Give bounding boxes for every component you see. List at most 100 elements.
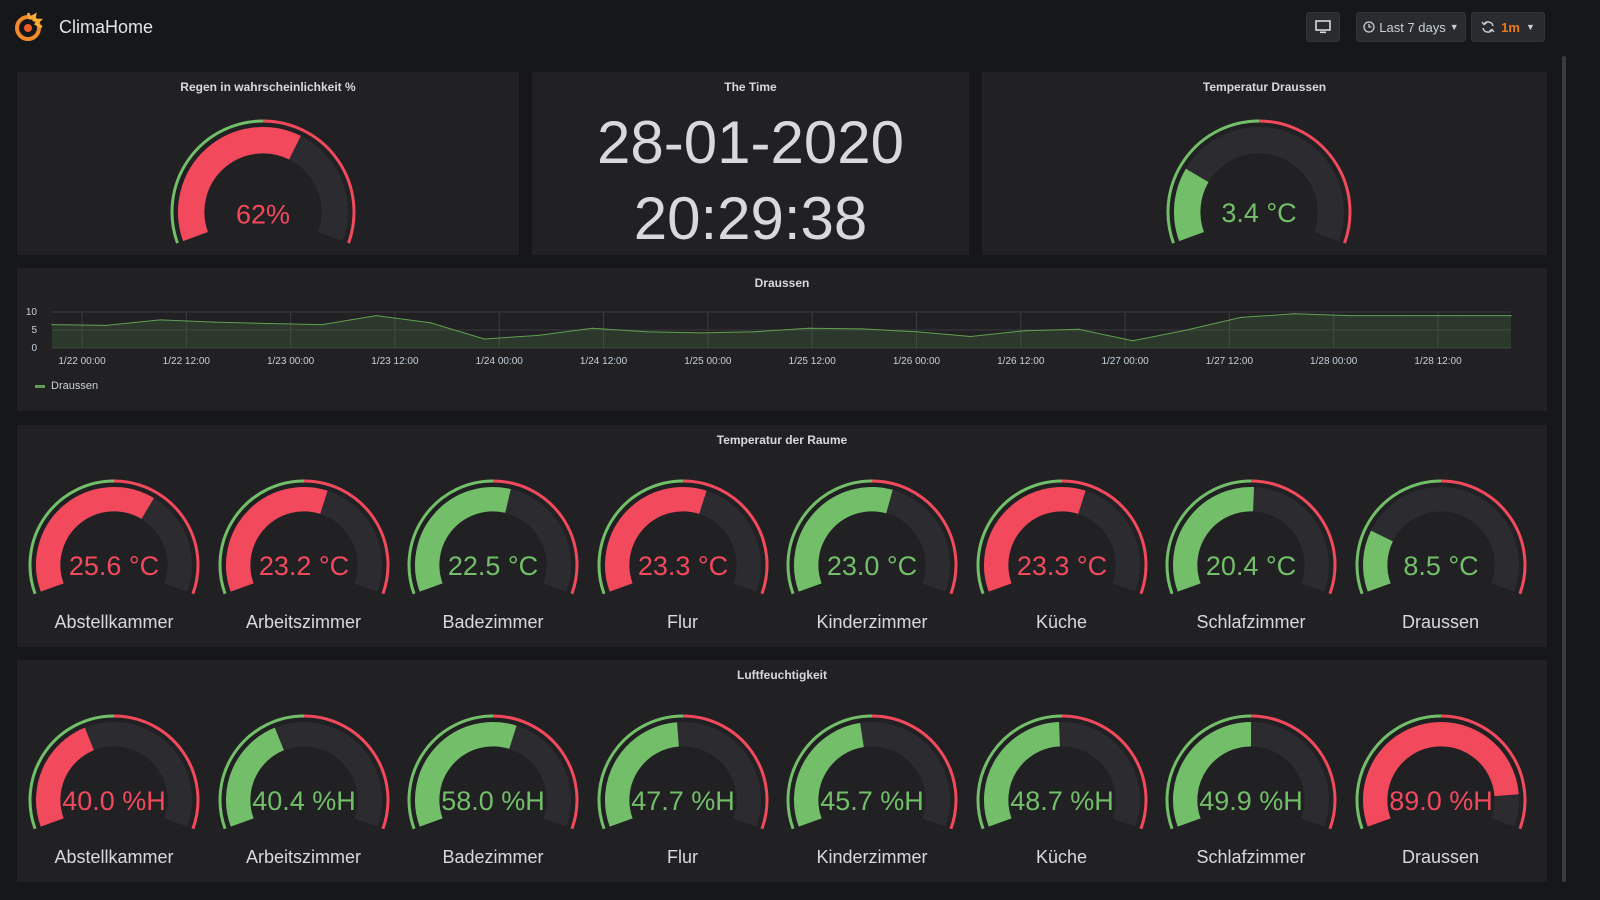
gauge-threshold-red: [1440, 714, 1526, 830]
gauge: 40.0 %H: [28, 714, 200, 830]
gauge-fill: [415, 722, 517, 827]
refresh-icon[interactable]: [1481, 20, 1495, 34]
gauge-threshold-green: [597, 714, 683, 830]
clock-icon: [1363, 21, 1375, 33]
refresh-picker[interactable]: 1m ▼: [1471, 12, 1545, 42]
panel-title: Regen in wahrscheinlichkeit %: [180, 80, 356, 94]
x-tick-label: 1/22 00:00: [58, 356, 106, 367]
room-gauge: 20.4 °C: [1165, 479, 1337, 595]
gauge-threshold-green: [407, 714, 494, 830]
gauge-label: Kinderzimmer: [816, 612, 928, 632]
gauge-threshold-red: [303, 714, 389, 830]
gauge-threshold-red: [871, 714, 958, 830]
gauge-fill: [1362, 530, 1393, 592]
data-point: [1456, 315, 1458, 317]
time-panel: The Time 28-01-2020 20:29:38: [532, 72, 969, 255]
room-gauge: 49.9 %H: [1165, 714, 1337, 830]
gauge-value: 23.2 °C: [258, 551, 348, 581]
gauge-value: 47.7 %H: [631, 786, 735, 816]
data-point: [537, 334, 539, 336]
gauge-fill: [794, 487, 893, 592]
gauge-label: Küche: [1035, 612, 1088, 632]
gauge-threshold-green: [170, 119, 264, 244]
gauge: 22.5 °C: [407, 479, 579, 595]
panel-title: Temperatur der Raume: [716, 433, 848, 447]
caret-down-icon: ▼: [1449, 22, 1459, 32]
gauge-fill: [604, 722, 679, 827]
gauge-label: Arbeitszimmer: [245, 847, 361, 867]
gauge-label: Flur: [667, 612, 698, 632]
gauge-cell-3: 47.7 %H Flur: [593, 710, 773, 875]
gauge-threshold-red: [262, 119, 356, 244]
gauge-label: Draussen: [1401, 612, 1480, 632]
gauge: 47.7 %H: [597, 714, 768, 830]
gauge-label: Küche: [1035, 847, 1088, 867]
room-gauge: 23.0 °C: [786, 479, 958, 595]
data-point: [915, 331, 918, 333]
caret-down-icon: ▼: [1525, 22, 1535, 32]
current-date: 28-01-2020: [597, 109, 904, 176]
data-point: [1132, 340, 1134, 342]
data-point: [375, 315, 377, 317]
gauge-threshold-green: [786, 714, 873, 830]
gauge-label: Arbeitszimmer: [245, 612, 361, 632]
gauge-fill: [225, 487, 328, 592]
time-range-picker[interactable]: Last 7 days ▼: [1356, 12, 1466, 42]
grafana-logo-icon[interactable]: [12, 11, 44, 43]
gauge: 23.2 °C: [218, 479, 389, 595]
gauge-cell-7: 89.0 %H Draussen: [1351, 710, 1531, 875]
gauge-cell-1: 40.4 %H Arbeitszimmer: [214, 710, 394, 875]
gauge: 62%: [170, 119, 356, 244]
page-scrollbar[interactable]: [1562, 56, 1566, 882]
gauge: 89.0 %H: [1355, 714, 1526, 830]
y-tick-label: 10: [26, 307, 38, 318]
gauge-cell-4: 45.7 %H Kinderzimmer: [782, 710, 962, 875]
gauge-cell-0: 40.0 %H Abstellkammer: [24, 710, 204, 875]
gauge-threshold-red: [303, 479, 389, 595]
gauge-threshold-red: [113, 714, 200, 830]
tv-mode-button[interactable]: [1306, 12, 1340, 42]
gauge-threshold-green: [28, 714, 115, 830]
room-temperature-panel: Temperatur der Raume 25.6 °C Abstellkamme…: [17, 425, 1547, 647]
gauge-cell-6: 49.9 %H Schlafzimmer: [1161, 710, 1341, 875]
gauge-threshold-red: [492, 479, 579, 595]
chart-legend[interactable]: Draussen: [35, 380, 98, 392]
gauge-label: Abstellkammer: [54, 847, 174, 867]
gauge: 23.3 °C: [597, 479, 768, 595]
gauge-fill: [983, 487, 1086, 592]
refresh-interval-label: 1m: [1501, 19, 1520, 35]
gauge-threshold-green: [1355, 479, 1441, 595]
data-point: [1078, 328, 1080, 330]
room-gauge: 48.7 %H: [976, 714, 1147, 830]
monitor-icon: [1315, 20, 1331, 34]
gauge-label: Draussen: [1401, 847, 1480, 867]
gauge-threshold-red: [492, 714, 579, 830]
legend-swatch: [35, 384, 45, 388]
gauge-value: 40.0 %H: [62, 786, 166, 816]
room-gauge: 47.7 %H: [597, 714, 768, 830]
current-time: 20:29:38: [633, 185, 868, 252]
outside-temperature-gauge: 3.4 °C: [1166, 119, 1352, 244]
gauge-label: Schlafzimmer: [1196, 612, 1306, 632]
gauge-threshold-green: [1165, 479, 1252, 595]
gauge-threshold-red: [871, 479, 958, 595]
x-tick-label: 1/22 12:00: [163, 356, 211, 367]
legend-label: Draussen: [51, 380, 99, 392]
dashboard-title[interactable]: ClimaHome: [59, 17, 154, 37]
gauge-label: Abstellkammer: [54, 612, 174, 632]
x-tick-label: 1/23 12:00: [371, 356, 419, 367]
gauge-value: 58.0 %H: [441, 786, 545, 816]
gauge-label: Badezimmer: [442, 612, 544, 632]
data-point: [267, 322, 269, 325]
gauge-value: 23.0 °C: [827, 551, 917, 581]
temperature-line-chart: 10 5 0 1/22 00:00 1/22 12:00 1/23 00:00 1/23 1…: [26, 307, 1512, 367]
room-gauge: 8.5 °C: [1355, 479, 1526, 595]
rain-probability-panel: Regen in wahrscheinlichkeit % 62%: [17, 72, 519, 255]
gauge-threshold-green: [28, 479, 115, 595]
gauge-cell-2: 58.0 %H Badezimmer: [403, 710, 583, 875]
gauge-value: 22.5 °C: [448, 551, 538, 581]
gauge-value: 3.4 °C: [1221, 198, 1296, 228]
x-tick-label: 1/26 00:00: [893, 356, 941, 367]
draussen-graph-panel: Draussen 10 5 0 1/22 00:00 1/22 12:00 1/23 00…: [17, 268, 1547, 411]
gauge-cell-6: 20.4 °C Schlafzimmer: [1161, 475, 1341, 640]
